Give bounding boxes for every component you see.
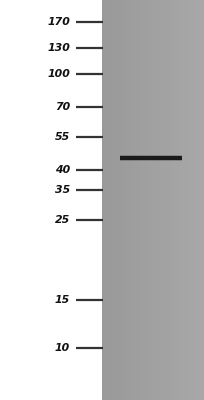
Bar — [190, 0, 194, 400]
Bar — [197, 0, 201, 400]
Bar — [187, 0, 190, 400]
Text: 35: 35 — [55, 185, 70, 195]
Bar — [116, 0, 119, 400]
Bar — [201, 0, 204, 400]
Bar — [139, 0, 143, 400]
Bar — [150, 0, 153, 400]
Bar — [102, 0, 105, 400]
Text: 10: 10 — [55, 343, 70, 353]
Bar — [112, 0, 116, 400]
Bar — [160, 0, 163, 400]
Bar — [146, 0, 150, 400]
Bar — [173, 0, 177, 400]
Bar — [143, 0, 146, 400]
Bar — [153, 0, 156, 400]
Text: 70: 70 — [55, 102, 70, 112]
Text: 170: 170 — [47, 17, 70, 27]
Bar — [170, 0, 173, 400]
Text: 130: 130 — [47, 43, 70, 53]
Bar — [177, 0, 180, 400]
Bar — [119, 0, 122, 400]
Bar — [109, 0, 112, 400]
Bar — [180, 0, 184, 400]
Bar — [167, 0, 170, 400]
Bar — [136, 0, 139, 400]
Bar — [133, 0, 136, 400]
Text: 15: 15 — [55, 295, 70, 305]
Bar — [105, 0, 109, 400]
Text: 100: 100 — [47, 69, 70, 79]
Bar — [156, 0, 160, 400]
Text: 55: 55 — [55, 132, 70, 142]
Bar — [194, 0, 197, 400]
Text: 25: 25 — [55, 215, 70, 225]
Bar — [122, 0, 126, 400]
Text: 40: 40 — [55, 165, 70, 175]
Bar — [102, 0, 204, 400]
Bar — [163, 0, 167, 400]
Bar — [129, 0, 133, 400]
Bar — [184, 0, 187, 400]
Bar — [126, 0, 129, 400]
